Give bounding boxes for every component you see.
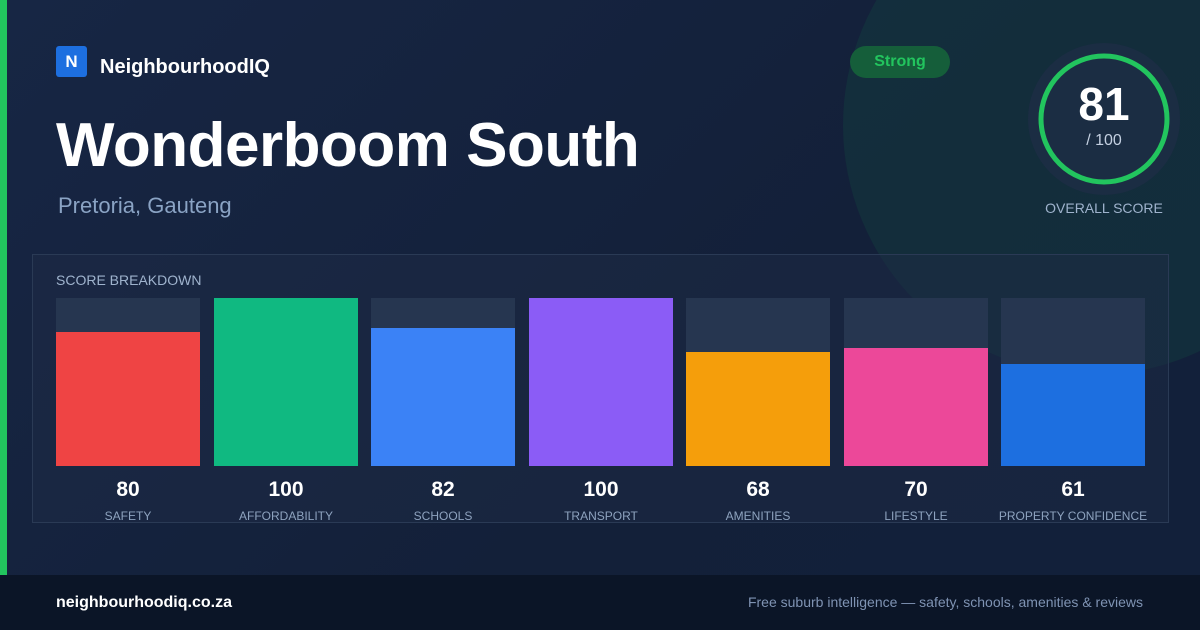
score-bar-fill bbox=[686, 352, 830, 466]
suburb-location: Pretoria, Gauteng bbox=[58, 193, 232, 218]
score-bar-label: LIFESTYLE bbox=[884, 509, 948, 523]
score-bar-track bbox=[1001, 298, 1145, 466]
footer-site-link[interactable]: neighbourhoodiq.co.za bbox=[56, 594, 232, 611]
score-bar-value: 80 bbox=[116, 478, 140, 501]
score-bar-value: 100 bbox=[268, 478, 304, 501]
footer-bar bbox=[0, 575, 1200, 630]
overall-score-value: 81 bbox=[1078, 78, 1130, 130]
score-bar-track bbox=[371, 298, 515, 466]
overall-score-label: OVERALL SCORE bbox=[1045, 200, 1163, 216]
footer-tagline: Free suburb intelligence — safety, schoo… bbox=[747, 594, 1143, 610]
score-bar-track bbox=[529, 298, 673, 466]
score-bar-fill bbox=[214, 298, 358, 466]
score-bar-fill bbox=[529, 298, 673, 466]
score-bar-track bbox=[56, 298, 200, 466]
score-bar-label: AFFORDABILITY bbox=[238, 509, 333, 523]
score-bar-fill bbox=[1001, 364, 1145, 466]
rating-badge: Strong bbox=[850, 46, 950, 78]
brand-name: NeighbourhoodIQ bbox=[100, 56, 270, 78]
score-bar-value: 82 bbox=[431, 478, 455, 501]
gauge-ring-icon bbox=[1028, 43, 1180, 195]
brand-logo-icon: N bbox=[56, 46, 87, 77]
overall-score-max: / 100 bbox=[1086, 132, 1122, 149]
score-bar-value: 70 bbox=[904, 478, 928, 501]
score-bar-value: 61 bbox=[1061, 478, 1085, 501]
score-bar-label: SCHOOLS bbox=[413, 509, 473, 523]
score-bar-track bbox=[844, 298, 988, 466]
score-bar-value: 68 bbox=[746, 478, 770, 501]
score-bar-value: 100 bbox=[583, 478, 619, 501]
overall-score-gauge: 81 / 100 bbox=[1028, 43, 1180, 195]
score-bar-fill bbox=[844, 348, 988, 466]
score-bar-track bbox=[214, 298, 358, 466]
score-bar-label: AMENITIES bbox=[725, 509, 791, 523]
score-bar-fill bbox=[56, 332, 200, 466]
suburb-title: Wonderboom South bbox=[56, 111, 640, 180]
score-bar-label: SAFETY bbox=[104, 509, 152, 523]
accent-stripe bbox=[0, 0, 7, 575]
score-breakdown-heading: SCORE BREAKDOWN bbox=[56, 272, 202, 288]
score-bar-track bbox=[686, 298, 830, 466]
score-bar-label: PROPERTY CONFIDENCE bbox=[998, 509, 1148, 523]
score-bar-label: TRANSPORT bbox=[564, 509, 638, 523]
score-bar-fill bbox=[371, 328, 515, 466]
